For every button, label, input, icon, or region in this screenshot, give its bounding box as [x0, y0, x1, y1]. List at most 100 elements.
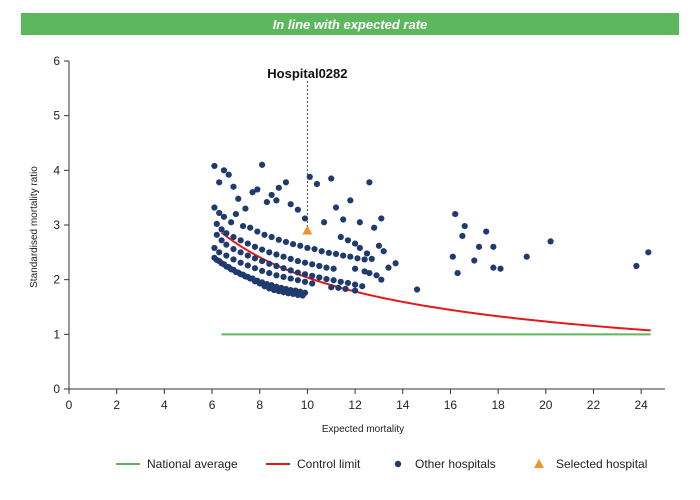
hospital-point [213, 231, 220, 238]
hospital-point [328, 175, 335, 182]
hospital-point [340, 216, 347, 223]
x-tick-label: 8 [256, 398, 263, 412]
hospital-point [332, 204, 340, 211]
hospital-point [287, 267, 294, 274]
hospital-point [332, 250, 340, 258]
hospital-point [237, 271, 244, 278]
hospital-point [282, 179, 290, 186]
hospital-point [361, 268, 368, 275]
hospital-point [230, 256, 237, 263]
x-tick-label: 16 [444, 398, 458, 412]
selected-hospital-marker [302, 225, 313, 235]
hospital-point [366, 270, 373, 277]
hospital-point [354, 255, 361, 262]
y-tick-label: 5 [53, 109, 60, 123]
hospital-point [230, 245, 237, 253]
hospital-point [211, 244, 218, 252]
hospital-point [490, 264, 497, 271]
hospital-point [259, 257, 266, 265]
hospital-point [344, 279, 352, 287]
hospital-point [294, 269, 301, 276]
hospital-point [287, 255, 294, 262]
hospital-point [330, 277, 337, 284]
hospital-point [273, 251, 280, 258]
hospital-point [282, 238, 290, 246]
hospital-point [373, 272, 380, 279]
hospital-point [471, 257, 478, 264]
hospital-point [309, 280, 316, 287]
hospital-point [361, 256, 368, 263]
hospital-point [351, 281, 359, 288]
hospital-point [223, 252, 230, 259]
hospital-point [247, 275, 254, 282]
hospital-point [452, 210, 459, 218]
hospital-point [266, 285, 273, 292]
hospital-point [275, 236, 282, 243]
hospital-point [359, 283, 366, 290]
hospital-point [330, 265, 337, 272]
hospital-point [280, 265, 287, 272]
hospital-point [342, 285, 349, 293]
hospital-point [218, 226, 225, 233]
hospital-point [459, 232, 466, 240]
hospital-point [356, 219, 363, 226]
hospital-point [213, 220, 220, 228]
hospital-point [297, 242, 304, 249]
hospital-point [413, 286, 421, 293]
hospital-point [366, 179, 373, 186]
hospital-point [266, 260, 273, 267]
x-tick-label: 0 [66, 398, 73, 412]
reference-lines [220, 231, 651, 336]
hospital-point [363, 250, 371, 257]
hospital-point [490, 243, 497, 250]
hospital-point [220, 213, 228, 220]
chart-title: In line with expected rate [272, 16, 428, 32]
y-tick-label: 0 [53, 382, 60, 396]
hospital-point [378, 215, 385, 222]
hospital-point [497, 265, 504, 272]
hospital-point [454, 270, 461, 277]
hospital-point [261, 231, 268, 238]
x-tick-label: 2 [113, 398, 120, 412]
x-tick-label: 10 [301, 398, 315, 412]
hospital-point [347, 197, 354, 204]
selected-hospital-label: Hospital0282 [267, 66, 347, 81]
hospital-point [301, 215, 309, 222]
hospital-point [230, 183, 237, 190]
x-tick-label: 4 [161, 398, 168, 412]
legend: National average Control limit Other hospi… [116, 457, 647, 471]
hospital-point [232, 210, 239, 218]
hospital-point [356, 244, 363, 252]
hospital-point [337, 233, 344, 241]
x-tick-label: 24 [634, 398, 648, 412]
hospital-point [244, 252, 251, 259]
hospital-point [242, 273, 249, 280]
hospital-point [237, 249, 244, 256]
hospital-point [306, 173, 313, 180]
hospital-point [211, 204, 218, 211]
hospital-point [216, 179, 223, 186]
y-tick-label: 3 [53, 218, 60, 232]
hospital-point [275, 184, 282, 191]
hospital-point [216, 209, 223, 217]
legend-swatch-selected-hospital [534, 459, 544, 468]
y-axis-title: Standardised mortality ratio [29, 166, 40, 288]
hospital-point [285, 290, 292, 297]
hospital-point [294, 257, 301, 265]
hospital-point [294, 291, 301, 299]
hospital-point [311, 245, 318, 253]
hospital-point [633, 262, 640, 270]
hospital-point [218, 237, 225, 244]
hospital-point [351, 265, 359, 272]
selected-hospital-group: Hospital0282 [267, 66, 348, 235]
y-tick-label: 4 [53, 163, 60, 177]
hospital-point [223, 263, 230, 270]
hospital-point [218, 260, 225, 267]
hospital-point [483, 228, 490, 235]
hospital-point [242, 205, 249, 212]
hospital-point [275, 288, 282, 295]
hospital-point [309, 272, 316, 279]
hospital-point [523, 253, 530, 260]
hospital-point [299, 292, 306, 299]
